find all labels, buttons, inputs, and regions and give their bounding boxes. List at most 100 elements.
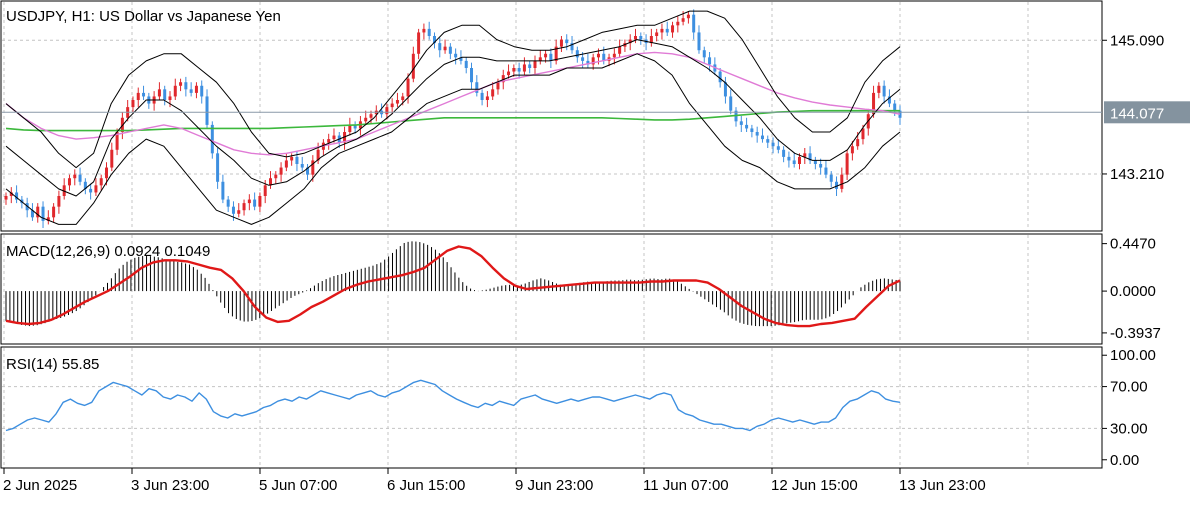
candle-body [639, 36, 643, 40]
candle-body [237, 210, 241, 214]
candle-body [760, 135, 764, 140]
candle-body [808, 153, 812, 161]
candle-body [692, 14, 696, 33]
candle-body [634, 36, 638, 40]
candle-body [438, 43, 442, 51]
candle-body [247, 199, 251, 204]
current-price-label: 144.077 [1110, 105, 1164, 122]
bollinger-lower-band [5, 53, 901, 225]
candle-body [454, 53, 458, 58]
candle-body [522, 64, 526, 72]
bollinger-upper-band [5, 10, 901, 169]
candle-body [887, 96, 891, 104]
candle-body [210, 124, 214, 154]
candle-body [327, 139, 331, 143]
candle-body [226, 199, 230, 207]
candle-body [517, 68, 521, 72]
candle-body [57, 196, 61, 207]
candle-body [470, 68, 474, 83]
candle-body [311, 160, 315, 175]
candle-body [316, 149, 320, 161]
candle-body [115, 132, 119, 150]
price-series-layer [2, 9, 1102, 228]
candle-body [369, 114, 373, 118]
candle-body [94, 185, 98, 193]
axis-labels: 145.090 143.210 144.077 0.4470 0.0000 -0.3937… [3, 32, 1190, 494]
candle-body [142, 92, 146, 97]
candle-body [105, 167, 109, 179]
sma-green-line [5, 109, 900, 132]
candle-body [295, 156, 299, 164]
candle-body [528, 64, 532, 68]
candle-body [771, 142, 775, 147]
candle-body [856, 139, 860, 147]
candle-body [845, 153, 849, 175]
candle-body [655, 32, 659, 36]
candle-body [89, 188, 93, 193]
candle-body [131, 100, 135, 108]
macd-tick-label: 0.0000 [1110, 283, 1156, 300]
candle-body [480, 92, 484, 100]
candle-body [427, 28, 431, 36]
candle-body [718, 71, 722, 83]
candle-body [4, 196, 8, 200]
candle-body [263, 185, 267, 196]
rsi-panel [0, 346, 1103, 469]
candle-body [602, 53, 606, 61]
candle-body [385, 107, 389, 115]
candle-body [813, 160, 817, 164]
candle-body [491, 89, 495, 97]
candle-body [496, 82, 500, 90]
candle-body [99, 178, 103, 186]
candle-body [533, 60, 537, 68]
candle-body [559, 39, 563, 47]
candle-body [73, 174, 77, 179]
candle-body [554, 46, 558, 61]
candle-body [697, 32, 701, 51]
candle-body [184, 82, 188, 90]
candle-body [406, 78, 410, 97]
candle-body [538, 57, 542, 61]
candle-body [702, 50, 706, 58]
candle-body [877, 85, 881, 93]
rsi-tick-label: 30.00 [1110, 420, 1148, 437]
candle-body [708, 57, 712, 65]
candle-body [824, 167, 828, 175]
candle-body [258, 196, 262, 207]
candle-body [671, 25, 675, 33]
candle-body [549, 53, 553, 61]
candle-body [819, 164, 823, 168]
candle-body [163, 89, 167, 100]
candle-body [665, 28, 669, 33]
candle-body [797, 156, 801, 164]
candle-body [681, 18, 685, 22]
candle-body [745, 124, 749, 129]
x-tick-label: 3 Jun 23:00 [131, 477, 209, 494]
candle-body [787, 156, 791, 161]
macd-signal-line [5, 245, 901, 328]
candle-body [168, 96, 172, 100]
candle-body [52, 206, 56, 218]
candle-body [507, 71, 511, 76]
candle-body [417, 32, 421, 54]
x-tick-label: 5 Jun 07:00 [259, 477, 337, 494]
candle-body [766, 139, 770, 143]
candle-body [485, 96, 489, 100]
price-chart-title: USDJPY, H1: US Dollar vs Japanese Yen [6, 8, 281, 25]
candle-body [284, 160, 288, 168]
candle-body [628, 39, 632, 44]
candle-body [649, 36, 653, 44]
candle-body [41, 206, 45, 221]
candle-body [898, 110, 902, 118]
candle-body [750, 128, 754, 132]
candle-body [279, 167, 283, 175]
candle-body [882, 85, 886, 97]
price-panel [0, 0, 1103, 232]
candle-body [581, 57, 585, 61]
candle-body [512, 68, 516, 72]
rsi-line [5, 379, 901, 432]
candle-body [401, 96, 405, 100]
candle-body [544, 53, 548, 58]
